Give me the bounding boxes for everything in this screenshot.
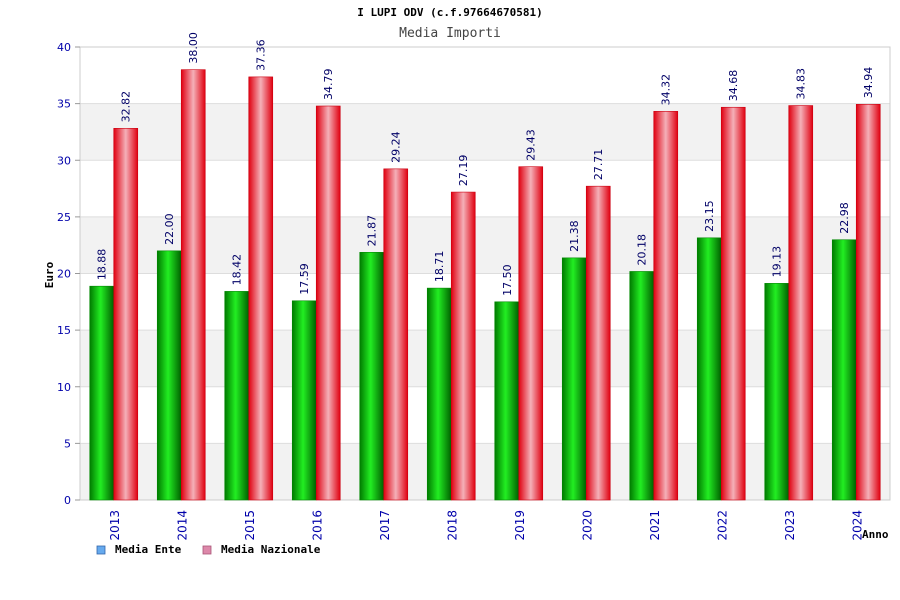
value-label-media-ente-2017: 21.87: [366, 215, 379, 247]
x-tick-label-2015: 2015: [243, 510, 257, 541]
x-tick-label-2013: 2013: [108, 510, 122, 541]
value-label-media-ente-2024: 22.98: [838, 202, 851, 234]
value-label-media-ente-2016: 17.59: [298, 263, 311, 295]
value-label-media-ente-2015: 18.42: [231, 254, 244, 286]
bar-media-ente-2013: [89, 285, 115, 501]
legend-swatch-media-nazionale: [202, 545, 212, 555]
legend: Media Ente Media Nazionale: [96, 543, 321, 556]
legend-label-media-nazionale: Media Nazionale: [221, 543, 321, 556]
value-label-media-nazionale-2019: 29.43: [525, 129, 538, 161]
value-label-media-ente-2022: 23.15: [703, 200, 716, 232]
value-label-media-nazionale-2022: 34.68: [727, 70, 740, 102]
bar-media-nazionale-2020: [585, 185, 611, 501]
bar-media-nazionale-2015: [248, 76, 274, 501]
value-label-media-ente-2023: 19.13: [771, 246, 784, 278]
value-label-media-nazionale-2013: 32.82: [120, 91, 133, 123]
y-tick-label: 10: [57, 381, 71, 394]
bar-media-ente-2019: [494, 301, 520, 501]
chart-subtitle: Media Importi: [399, 26, 501, 41]
x-axis-ticks: 2013 2014 2015 2016 2017 2018 2019 2020 2021 2022…: [108, 510, 865, 541]
plot-band: [80, 273, 890, 331]
x-tick-label-2024: 2024: [850, 510, 864, 541]
bar-media-nazionale-2016: [315, 105, 341, 501]
bar-media-nazionale-2018: [450, 191, 476, 501]
value-label-media-nazionale-2015: 37.36: [255, 39, 268, 71]
x-tick-label-2016: 2016: [310, 510, 324, 541]
bar-media-ente-2022: [696, 237, 722, 501]
bar-media-ente-2016: [291, 300, 317, 501]
value-label-media-ente-2020: 21.38: [568, 220, 581, 252]
x-tick-label-2017: 2017: [378, 510, 392, 541]
value-label-media-nazionale-2021: 34.32: [660, 74, 673, 106]
bar-media-nazionale-2019: [518, 166, 544, 501]
x-tick-label-2022: 2022: [715, 510, 729, 541]
value-label-media-nazionale-2014: 38.00: [187, 32, 200, 64]
plot-band: [80, 103, 890, 161]
y-tick-label: 0: [64, 494, 71, 507]
bar-media-ente-2021: [629, 271, 655, 501]
plot-background: [80, 47, 890, 500]
y-tick-label: 5: [64, 437, 71, 450]
value-label-media-ente-2021: 20.18: [636, 234, 649, 266]
plot-band: [80, 47, 890, 104]
plot-band: [80, 330, 890, 387]
y-tick-label: 40: [57, 41, 71, 54]
value-labels: 18.88 32.82 22.00 38.00 18.42 37.36 17.59 34.79…: [96, 32, 876, 296]
bar-media-nazionale-2023: [788, 105, 814, 501]
x-tick-label-2014: 2014: [175, 510, 189, 541]
value-label-media-nazionale-2017: 29.24: [390, 131, 403, 163]
x-tick-label-2021: 2021: [648, 510, 662, 541]
plot-band: [80, 386, 890, 444]
value-label-media-nazionale-2016: 34.79: [322, 69, 335, 101]
y-axis-label: Euro: [43, 261, 56, 288]
value-label-media-ente-2019: 17.50: [501, 264, 514, 296]
bar-media-ente-2023: [764, 283, 790, 501]
x-axis-label: Anno: [862, 528, 889, 541]
bar-media-nazionale-2017: [383, 168, 409, 501]
x-tick-label-2018: 2018: [445, 510, 459, 541]
value-label-media-ente-2018: 18.71: [433, 251, 446, 283]
chart-title: I LUPI ODV (c.f.97664670581): [357, 6, 542, 19]
value-label-media-nazionale-2023: 34.83: [795, 68, 808, 100]
value-label-media-nazionale-2020: 27.71: [592, 149, 605, 181]
bars: [89, 69, 881, 501]
x-tick-label-2023: 2023: [783, 510, 797, 541]
legend-label-media-ente: Media Ente: [115, 543, 182, 556]
y-tick-label: 25: [57, 211, 71, 224]
legend-swatch-media-ente: [96, 545, 106, 555]
bar-media-nazionale-2024: [855, 104, 881, 501]
y-tick-label: 15: [57, 324, 71, 337]
plot-band: [80, 443, 890, 500]
value-label-media-nazionale-2018: 27.19: [457, 155, 470, 187]
bar-media-ente-2014: [156, 250, 182, 501]
bar-media-nazionale-2014: [180, 69, 206, 501]
y-tick-label: 20: [57, 268, 71, 281]
bar-media-ente-2017: [359, 252, 385, 501]
y-tick-label: 30: [57, 154, 71, 167]
bar-media-nazionale-2021: [653, 111, 679, 501]
bar-media-nazionale-2013: [113, 128, 139, 501]
bar-media-ente-2024: [831, 239, 857, 501]
bar-media-nazionale-2022: [720, 106, 746, 501]
y-tick-label: 35: [57, 98, 71, 111]
value-label-media-ente-2014: 22.00: [163, 213, 176, 245]
y-axis-ticks: 0 5 10 15 20 25 30 35 40: [57, 41, 80, 507]
value-label-media-ente-2013: 18.88: [96, 249, 109, 281]
x-tick-label-2019: 2019: [513, 510, 527, 541]
bar-media-ente-2020: [561, 257, 587, 501]
bar-media-ente-2018: [426, 287, 452, 501]
x-tick-label-2020: 2020: [580, 510, 594, 541]
value-label-media-nazionale-2024: 34.94: [862, 67, 875, 99]
plot-band: [80, 160, 890, 217]
bar-media-ente-2015: [224, 291, 250, 501]
plot-band: [80, 216, 890, 274]
